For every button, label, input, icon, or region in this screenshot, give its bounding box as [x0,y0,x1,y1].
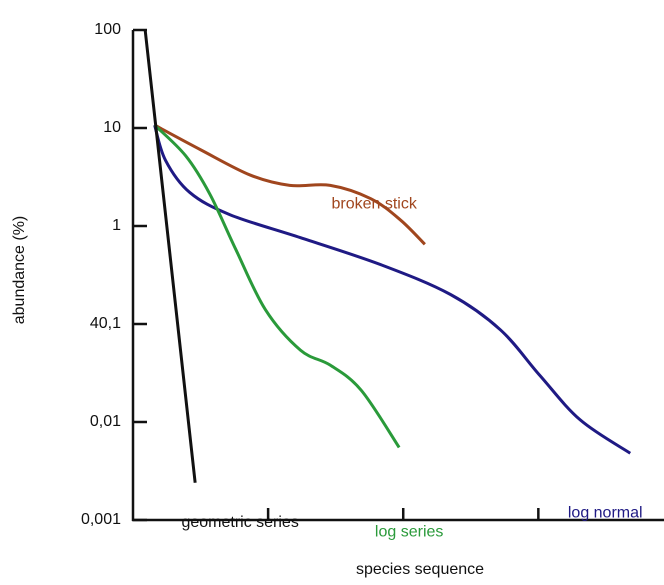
series-label: log normal [568,504,643,521]
series-line [153,123,426,246]
y-tick-label: 10 [103,119,121,136]
series-label: log series [375,524,443,541]
series-label: geometric series [181,514,298,531]
series-label: broken stick [331,196,417,213]
y-tick-label: 100 [94,21,121,38]
y-tick-label: 40,1 [90,315,121,332]
y-tick-label: 0,01 [90,413,121,430]
series-line [143,29,197,483]
x-axis-label: species sequence [356,561,484,578]
y-tick-label: 1 [112,217,121,234]
series-line [153,124,632,455]
y-tick-label: 0,001 [81,511,121,528]
series-line [153,124,401,449]
y-axis-label: abundance (%) [11,216,28,325]
